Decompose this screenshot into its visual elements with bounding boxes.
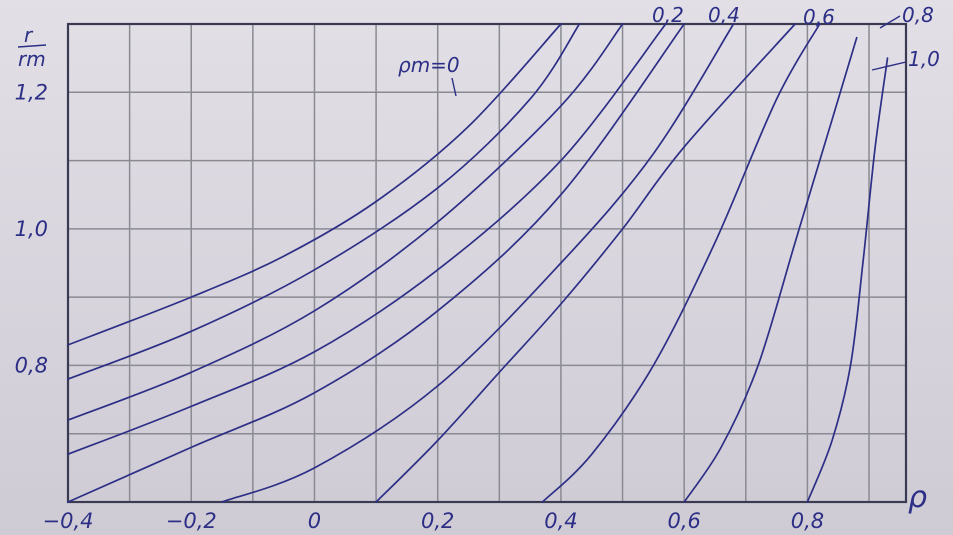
series-line-8 (541, 23, 821, 503)
y-tick-label: 0,8 (15, 353, 48, 377)
y-axis-label-denominator: rm (18, 47, 46, 71)
y-tick-label: 1,2 (15, 80, 48, 104)
series-line-10 (806, 57, 889, 503)
x-tick-label: 0,6 (667, 509, 700, 533)
x-tick-label: 0,4 (544, 509, 577, 533)
series-line-5 (67, 23, 686, 503)
curve-label-5: 0,8 (902, 3, 934, 27)
x-tick-label: −0,2 (166, 509, 217, 533)
curve-annotations: ρm=0 0,2 0,4 0,6 0,8 1,0 (398, 3, 940, 97)
series-lines (67, 23, 889, 503)
curve-label-leader-6 (871, 61, 907, 71)
series-line-3 (67, 23, 624, 421)
curve-label-leader-1 (451, 77, 457, 97)
series-line-2 (67, 23, 581, 380)
tick-labels: −0,4 −0,2 0 0,2 0,4 0,6 0,8 0,8 1,0 1,2 (15, 80, 825, 533)
series-line-6 (221, 23, 735, 503)
series-line-4 (67, 23, 667, 456)
series-line-7 (375, 23, 796, 503)
series-line-1 (67, 23, 562, 346)
curve-label-4: 0,6 (803, 5, 835, 29)
plot-border (66, 22, 908, 504)
curve-label-1: ρm=0 (398, 53, 460, 77)
curve-label-6: 1,0 (908, 47, 940, 71)
series-line-9 (683, 36, 858, 503)
curve-label-2: 0,2 (652, 3, 684, 27)
y-axis-label-numerator: r (24, 23, 34, 47)
y-tick-label: 1,0 (15, 217, 48, 241)
plot-frame (66, 22, 908, 504)
x-axis-label: ρ (908, 480, 927, 515)
curve-label-3: 0,4 (708, 3, 740, 27)
y-axis-label-fraction-bar (17, 44, 47, 48)
grid (68, 24, 906, 502)
x-tick-label: 0 (308, 509, 321, 533)
curve-label-leader-5 (879, 15, 901, 29)
x-tick-label: 0,2 (421, 509, 454, 533)
x-tick-label: 0,8 (791, 509, 824, 533)
x-tick-label: −0,4 (43, 509, 94, 533)
